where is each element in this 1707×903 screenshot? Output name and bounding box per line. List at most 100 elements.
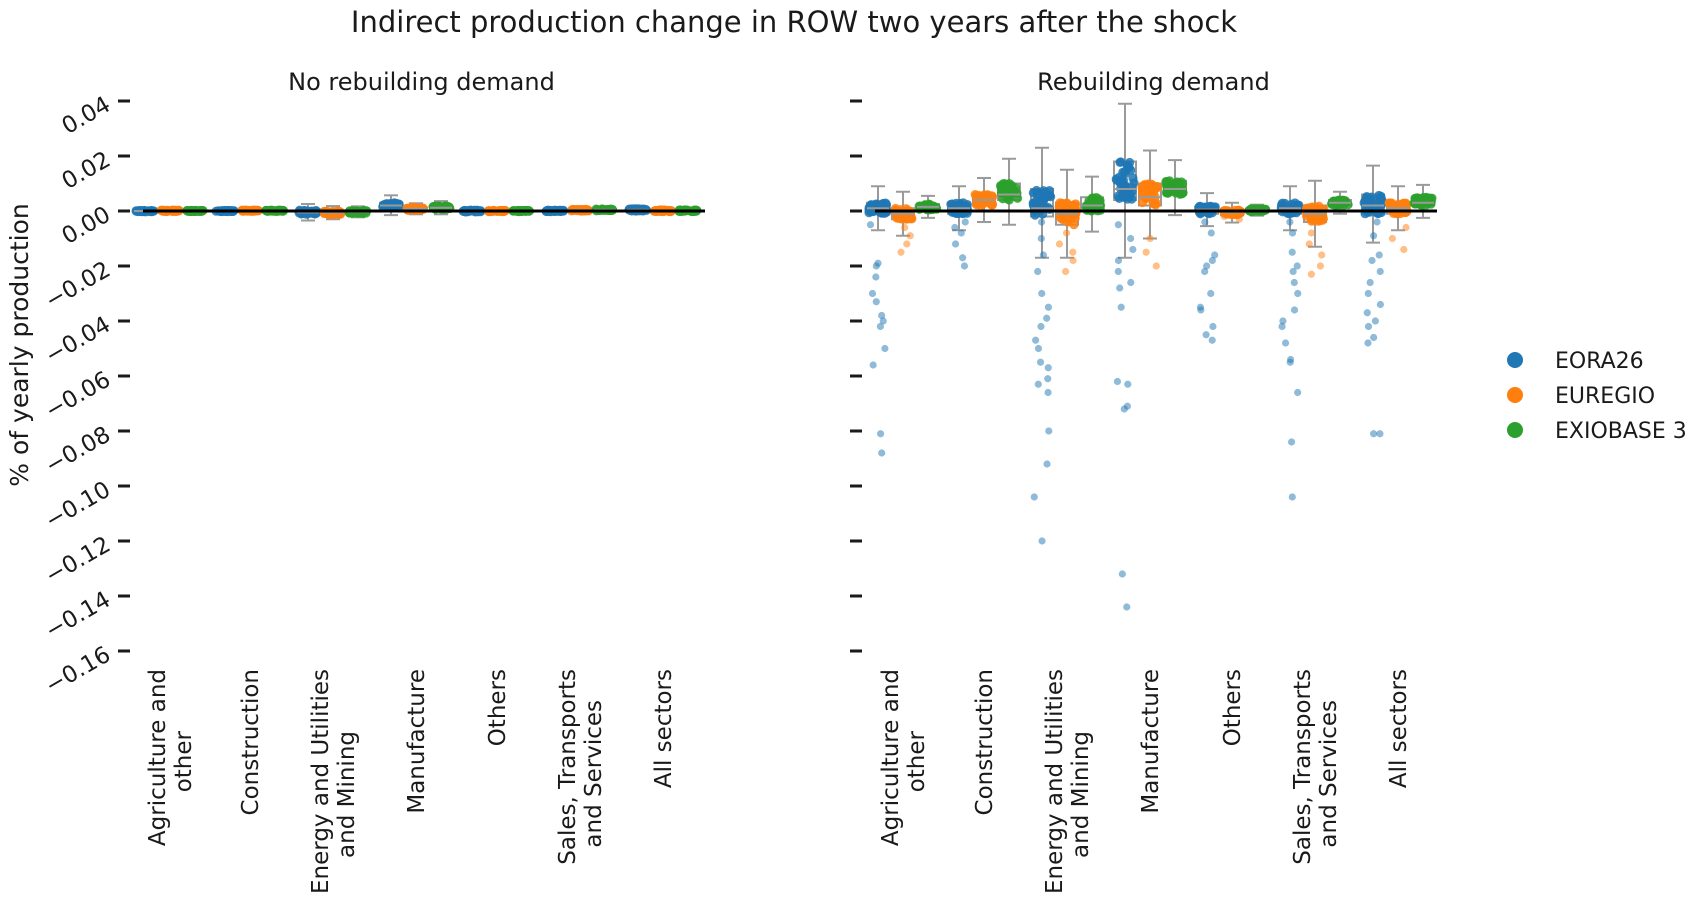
- outlier-point: [1288, 248, 1296, 256]
- x-tick-label-line: Sales, Transports: [1290, 669, 1316, 865]
- outlier-point: [957, 229, 965, 237]
- outlier-point: [1376, 300, 1384, 309]
- outlier-point: [897, 248, 905, 256]
- legend-label: EXIOBASE 3: [1555, 419, 1687, 444]
- outlier-point: [1376, 430, 1384, 438]
- outlier-point: [1038, 537, 1046, 545]
- y-axis: 0.040.020.00−0.02−0.04−0.06−0.08−0.10−0.…: [41, 92, 130, 699]
- outlier-point: [959, 254, 967, 262]
- data-point: [1054, 202, 1064, 212]
- outlier-point: [1030, 493, 1038, 501]
- outlier-point: [1370, 333, 1378, 342]
- legend-label: EORA26: [1555, 349, 1644, 374]
- x-tick-label: Energy and Utilitiesand Mining: [308, 669, 360, 894]
- x-tick-label: Energy and Utilitiesand Mining: [1042, 669, 1094, 894]
- outlier-point: [879, 317, 887, 325]
- x-tick-label: Manufacture: [1138, 669, 1164, 814]
- marks: [864, 102, 1437, 611]
- outlier-point: [1368, 256, 1376, 265]
- outlier-point: [1114, 221, 1122, 229]
- y-tick-label: 0.00: [58, 202, 115, 250]
- data-point: [1138, 186, 1148, 196]
- outlier-point: [1402, 223, 1410, 232]
- outlier-point: [1376, 267, 1384, 276]
- outlier-point: [1203, 262, 1211, 270]
- data-point: [1005, 182, 1016, 192]
- outlier-point: [866, 221, 875, 229]
- data-point: [1280, 198, 1290, 209]
- outlier-point: [1034, 380, 1042, 388]
- legend-label: EUREGIO: [1555, 384, 1655, 409]
- data-point: [1087, 193, 1097, 203]
- outlier-point: [1123, 603, 1131, 611]
- outlier-point: [1207, 289, 1215, 298]
- chart-title: Indirect production change in ROW two ye…: [351, 5, 1237, 39]
- outlier-point: [1400, 245, 1408, 254]
- data-point: [433, 201, 444, 212]
- outlier-point: [1061, 267, 1070, 276]
- outlier-point: [872, 298, 880, 306]
- legend: EORA26 EUREGIO EXIOBASE 3: [1507, 349, 1687, 444]
- outlier-point: [1038, 289, 1046, 298]
- outlier-point: [960, 262, 969, 270]
- x-tick-label: Construction: [972, 669, 998, 815]
- x-tick-label-line: other: [171, 730, 197, 792]
- panel-no-rebuilding: No rebuilding demand0.040.020.00−0.02−0.…: [41, 68, 705, 894]
- y-tick-label: −0.10: [41, 477, 115, 535]
- data-point: [1064, 212, 1074, 222]
- data-point: [1410, 193, 1420, 203]
- outlier-point: [1114, 267, 1122, 276]
- x-tick-label-line: Construction: [238, 669, 264, 815]
- y-tick-label: −0.08: [41, 422, 115, 480]
- outlier-point: [881, 344, 889, 353]
- data-point: [1317, 215, 1328, 225]
- y-tick-label: 0.02: [58, 147, 115, 195]
- marks: [131, 194, 702, 222]
- x-tick-label-line: Manufacture: [1138, 669, 1164, 814]
- outlier-point: [1287, 438, 1296, 446]
- outlier-point: [1316, 262, 1325, 270]
- outlier-point: [1281, 339, 1290, 347]
- outlier-point: [1129, 245, 1137, 254]
- outlier-point: [1039, 251, 1047, 259]
- outlier-point: [1037, 218, 1046, 226]
- outlier-point: [872, 273, 880, 281]
- x-tick-label: Construction: [238, 669, 264, 815]
- x-tick-label-line: and Mining: [334, 731, 360, 858]
- data-point: [1164, 176, 1175, 186]
- outlier-point: [1305, 240, 1313, 248]
- outlier-point: [878, 449, 886, 457]
- outlier-point: [1289, 267, 1297, 276]
- outlier-point: [1278, 322, 1286, 331]
- outlier-point: [1197, 306, 1205, 314]
- outlier-point: [1062, 229, 1071, 237]
- outlier-point: [1371, 317, 1379, 325]
- outlier-point: [961, 218, 969, 226]
- outlier-point: [1373, 218, 1381, 226]
- data-point: [971, 200, 982, 210]
- outlier-point: [951, 240, 960, 248]
- outlier-point: [1037, 234, 1045, 243]
- x-tick-label-line: and Services: [581, 700, 607, 848]
- outlier-point: [1286, 358, 1294, 366]
- outlier-point: [1036, 358, 1045, 366]
- panel-title: Rebuilding demand: [1037, 68, 1270, 96]
- outlier-point: [1117, 303, 1125, 311]
- outlier-point: [1120, 405, 1128, 413]
- outlier-point: [876, 430, 885, 438]
- y-axis-label: % of yearly production: [5, 203, 34, 486]
- outlier-point: [1044, 303, 1053, 311]
- x-tick-label-line: Agriculture and: [878, 669, 904, 846]
- data-point: [977, 193, 987, 203]
- x-axis: Agriculture andother Construction Energy a…: [878, 669, 1412, 894]
- outlier-point: [876, 322, 884, 331]
- outlier-point: [1127, 234, 1135, 243]
- outlier-point: [1045, 427, 1053, 435]
- outlier-point: [1279, 317, 1287, 325]
- data-point: [998, 194, 1008, 204]
- x-tick-label-line: other: [904, 730, 930, 792]
- outlier-point: [1293, 262, 1301, 270]
- x-tick-label-line: Others: [485, 669, 511, 746]
- outlier-point: [1146, 234, 1154, 243]
